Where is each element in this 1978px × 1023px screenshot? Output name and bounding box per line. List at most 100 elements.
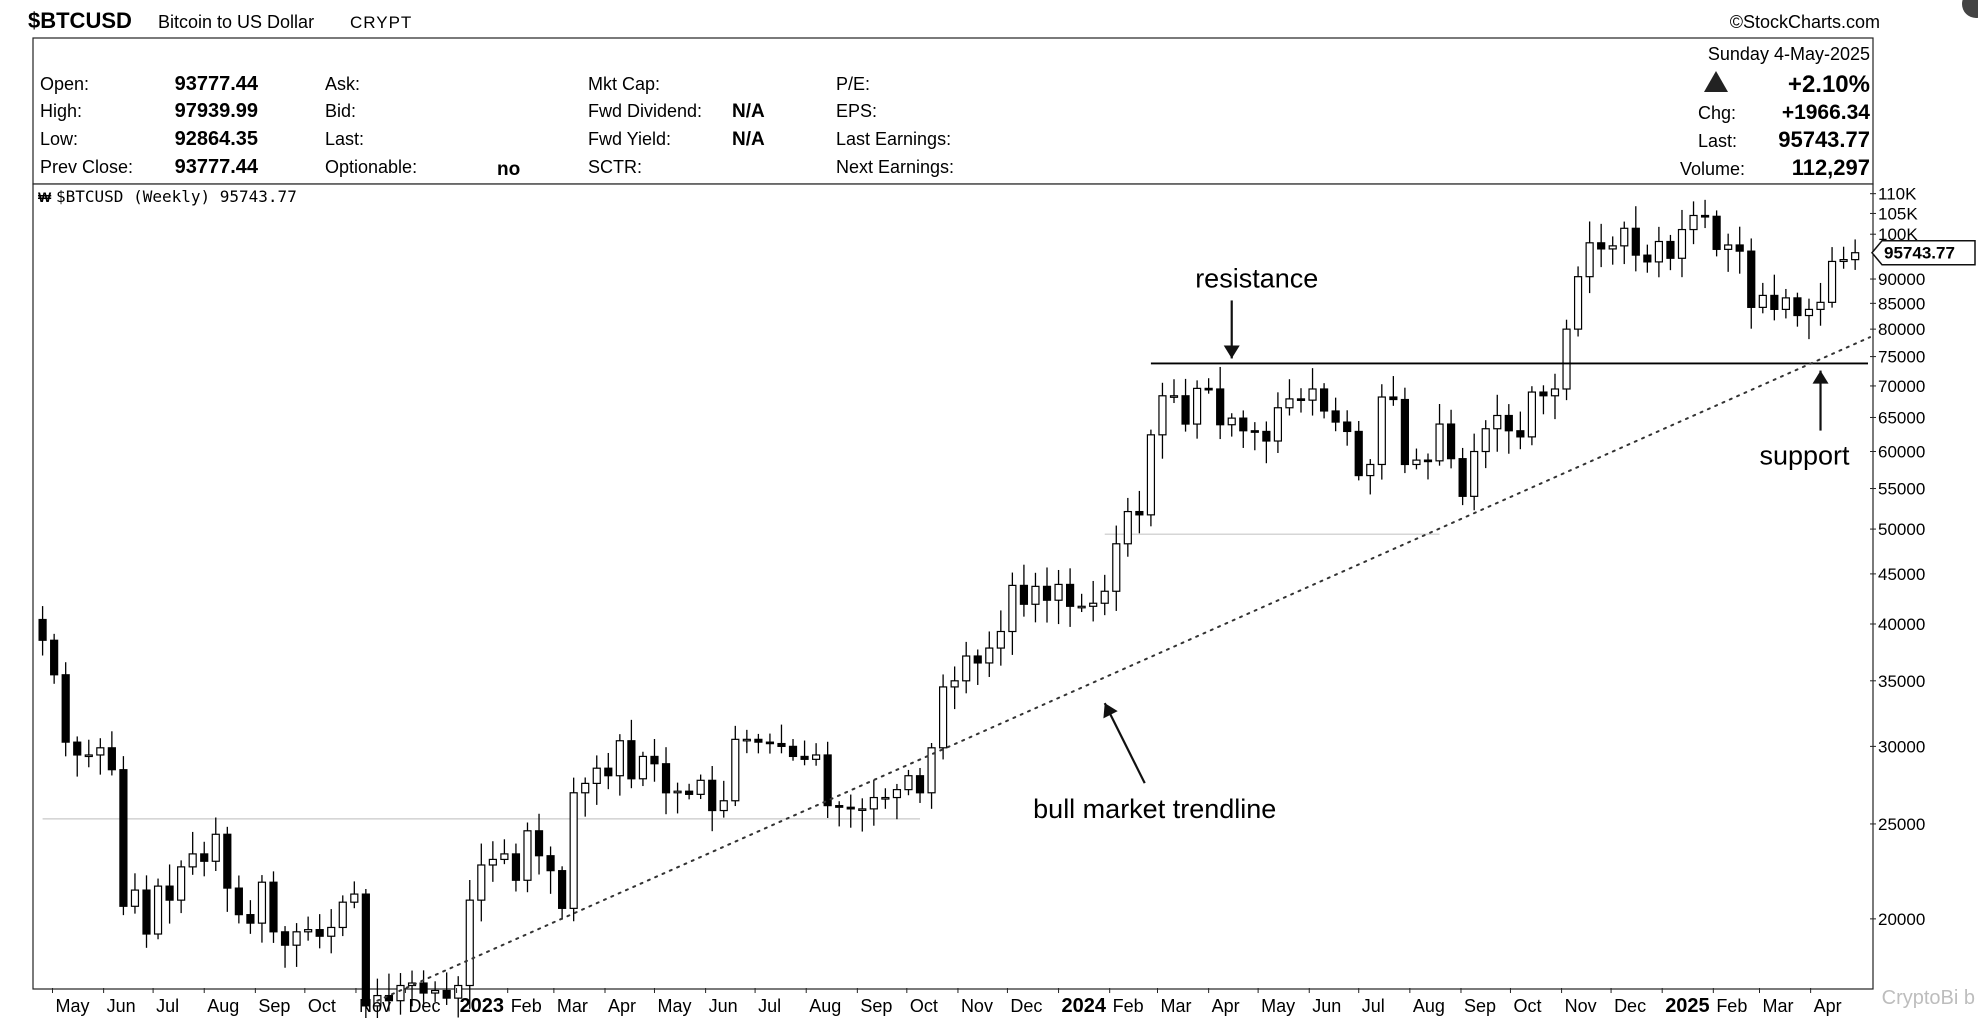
candle	[731, 725, 740, 807]
y-tick-label: 90000	[1878, 270, 1925, 289]
candle-body	[881, 796, 890, 800]
quote-date: Sunday 4-May-2025	[1708, 44, 1870, 64]
candle-body	[1412, 459, 1421, 466]
candle-body	[915, 775, 925, 794]
candle-body	[1620, 227, 1629, 247]
candle-body	[927, 747, 936, 794]
low-value: 92864.35	[175, 128, 258, 150]
y-tick-label: 60000	[1878, 443, 1925, 462]
candle	[650, 738, 659, 782]
symbol[interactable]: $BTCUSD	[28, 8, 132, 33]
candle-body	[1712, 215, 1721, 250]
candle-body	[788, 745, 798, 758]
candle-body	[858, 808, 867, 811]
candle	[1550, 373, 1560, 420]
candle-body	[188, 853, 197, 868]
candle	[1181, 378, 1190, 432]
x-tick-label: Apr	[1212, 996, 1240, 1016]
candle-body	[419, 982, 428, 994]
candle	[1481, 420, 1490, 469]
candle-body	[1262, 430, 1271, 442]
candle-body	[558, 870, 567, 909]
candle	[107, 731, 116, 776]
candle-body	[465, 899, 474, 987]
candle	[973, 649, 982, 685]
candle	[627, 719, 636, 789]
candle	[1827, 247, 1837, 308]
candle-body	[754, 738, 763, 743]
candle	[1423, 453, 1433, 480]
candle	[1504, 404, 1513, 454]
candle	[1296, 388, 1306, 413]
candle	[511, 843, 521, 892]
candle	[858, 798, 867, 832]
candle-body	[835, 805, 844, 808]
candle	[1135, 490, 1144, 534]
fwd-yield-value: N/A	[732, 129, 765, 150]
candle	[257, 875, 267, 943]
plot-frame	[32, 183, 1874, 990]
candle	[1470, 433, 1479, 511]
candle	[777, 724, 786, 754]
candle-body	[304, 929, 313, 933]
resistance-arrow-head-icon	[1223, 345, 1240, 359]
candle	[985, 631, 994, 677]
candle	[1123, 497, 1132, 557]
x-tick-label: Aug	[809, 996, 841, 1016]
candle	[488, 841, 497, 882]
candle	[869, 779, 878, 826]
candle	[1077, 593, 1086, 613]
candle-body	[1816, 301, 1825, 310]
resistance-annotation: resistance	[1195, 263, 1318, 293]
candle-body	[1273, 407, 1283, 442]
candle	[904, 769, 913, 796]
candle	[234, 875, 243, 924]
candle-body	[1031, 585, 1040, 605]
volume-value: 112,297	[1792, 155, 1870, 180]
x-tick-label: Sep	[1464, 996, 1496, 1016]
candle-body	[800, 755, 809, 760]
candle	[569, 777, 578, 922]
candle	[1019, 564, 1029, 617]
candle-body	[1527, 391, 1536, 438]
candle-body	[650, 755, 659, 765]
candle-body	[1123, 510, 1132, 545]
candle-body	[1608, 245, 1617, 250]
candle-body	[1308, 388, 1317, 401]
candle	[177, 860, 186, 914]
x-tick-label: Jun	[709, 996, 738, 1016]
candle-body	[1158, 395, 1167, 436]
candle	[881, 788, 890, 809]
candle	[719, 780, 728, 818]
candle	[327, 909, 336, 954]
prev-close-label: Prev Close:	[40, 157, 133, 177]
candle-body	[1781, 297, 1790, 310]
x-tick-label: Oct	[910, 996, 938, 1016]
trendline-layer	[376, 336, 1871, 1002]
source-credit[interactable]: ©StockCharts.com	[1730, 12, 1880, 32]
candle	[396, 973, 405, 1015]
candle	[1100, 574, 1109, 616]
annotation-layer: resistance support bull market trendline	[1033, 263, 1850, 824]
candle-body	[777, 742, 786, 747]
x-tick-label: Jul	[1362, 996, 1385, 1016]
y-tick-label: 55000	[1878, 480, 1925, 499]
candle-body	[246, 914, 255, 924]
y-tick-label: 110K	[1878, 185, 1917, 204]
candle	[1516, 411, 1525, 450]
candle-body	[1354, 430, 1363, 477]
candle-body	[327, 926, 336, 937]
x-tick-label: Aug	[1413, 996, 1445, 1016]
candle-body	[1077, 605, 1086, 609]
corner-badge-icon[interactable]	[1962, 0, 1978, 18]
candle-body	[569, 792, 578, 909]
candle-body	[685, 790, 694, 795]
candle-body	[731, 738, 740, 802]
candle	[1758, 282, 1767, 314]
candle-body	[742, 738, 751, 742]
last-value: 95743.77	[1778, 127, 1870, 152]
x-tick-label: Jun	[107, 996, 136, 1016]
sctr-label: SCTR:	[588, 157, 642, 177]
candle	[1366, 459, 1375, 495]
candle-body	[534, 830, 544, 857]
